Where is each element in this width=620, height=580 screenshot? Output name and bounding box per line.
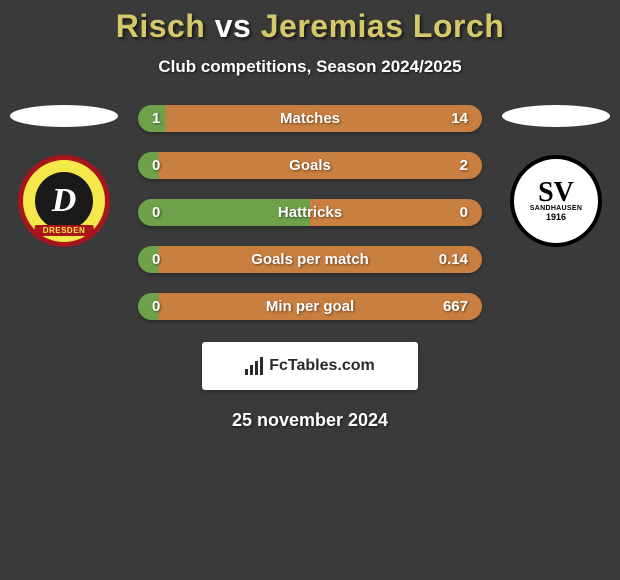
chart-icon	[245, 357, 263, 375]
stat-right-value: 14	[428, 110, 468, 127]
stat-left-value: 0	[152, 157, 192, 174]
stat-label: Goals per match	[251, 251, 369, 268]
stat-bar: 1 Matches 14	[138, 105, 482, 132]
stat-label: Min per goal	[266, 298, 354, 315]
stat-left-value: 0	[152, 251, 192, 268]
stat-right-value: 0.14	[428, 251, 468, 268]
stat-label: Goals	[289, 157, 331, 174]
date-text: 25 november 2024	[0, 410, 620, 431]
player2-name: Jeremias Lorch	[261, 8, 505, 44]
stat-label: Matches	[280, 110, 340, 127]
stat-bar: 0 Hattricks 0	[138, 199, 482, 226]
stat-right-value: 2	[428, 157, 468, 174]
attribution-text: FcTables.com	[269, 357, 375, 375]
left-ellipse	[10, 105, 118, 127]
badge-right-sv: SV	[538, 180, 574, 205]
badge-right-year: 1916	[546, 212, 566, 222]
left-column: D DRESDEN	[8, 105, 120, 247]
right-column: SV SANDHAUSEN 1916	[500, 105, 612, 247]
attribution-badge: FcTables.com	[202, 342, 418, 390]
stats-column: 1 Matches 14 0 Goals 2 0 Hattricks 0 0 Goals per m…	[138, 105, 482, 320]
comparison-card: Risch vs Jeremias Lorch Club competition…	[0, 0, 620, 431]
stat-label: Hattricks	[278, 204, 342, 221]
stat-left-value: 1	[152, 110, 192, 127]
badge-left-ribbon: DRESDEN	[35, 225, 94, 236]
stat-bar: 0 Goals per match 0.14	[138, 246, 482, 273]
vs-text: vs	[215, 8, 252, 44]
player1-name: Risch	[116, 8, 206, 44]
stat-left-value: 0	[152, 204, 192, 221]
club-badge-right: SV SANDHAUSEN 1916	[510, 155, 602, 247]
club-badge-left: D DRESDEN	[18, 155, 110, 247]
badge-left-letter: D	[35, 172, 93, 230]
stat-right-value: 0	[428, 204, 468, 221]
stat-bar: 0 Min per goal 667	[138, 293, 482, 320]
badge-right-name: SANDHAUSEN	[530, 205, 582, 212]
page-title: Risch vs Jeremias Lorch	[0, 8, 620, 45]
right-ellipse	[502, 105, 610, 127]
stat-right-value: 667	[428, 298, 468, 315]
main-row: D DRESDEN 1 Matches 14 0 Goals 2 0 Hattricks 0 0 G…	[0, 105, 620, 320]
subtitle: Club competitions, Season 2024/2025	[0, 57, 620, 77]
stat-bar: 0 Goals 2	[138, 152, 482, 179]
stat-left-value: 0	[152, 298, 192, 315]
